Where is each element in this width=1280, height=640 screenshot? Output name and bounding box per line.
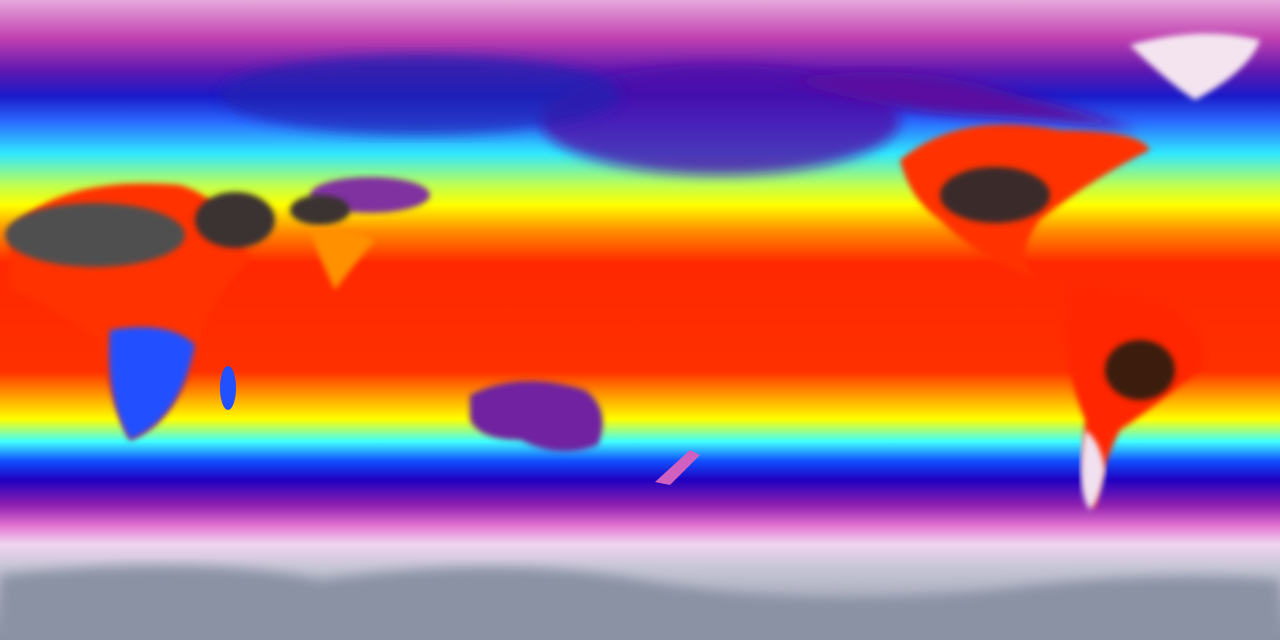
new-zealand xyxy=(655,450,700,485)
australia xyxy=(470,381,603,452)
siberia-cold-region xyxy=(220,55,620,135)
southern-africa xyxy=(109,327,195,440)
madagascar xyxy=(220,366,236,410)
north-pacific-cold-region xyxy=(540,65,900,175)
central-asia-hot-region xyxy=(290,195,350,225)
amazon-hot-region xyxy=(1105,340,1175,400)
antarctica xyxy=(0,566,1280,640)
north-america-hot-region xyxy=(940,167,1050,223)
patagonia xyxy=(1081,430,1105,510)
sahara-hot-region xyxy=(5,203,185,267)
arabia-hot-region xyxy=(195,192,275,248)
india xyxy=(310,228,375,290)
greenland xyxy=(1130,33,1260,100)
canada-cold-region xyxy=(790,72,1140,130)
